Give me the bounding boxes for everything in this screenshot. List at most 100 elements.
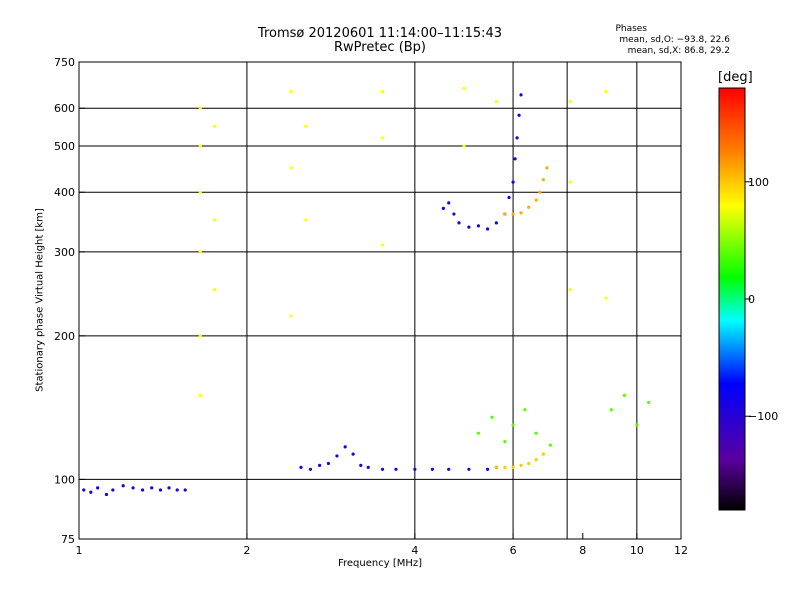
data-point [96,486,100,490]
data-point [430,467,434,471]
data-point [485,227,490,231]
data-point [604,90,608,94]
data-point [503,465,507,469]
data-point [604,296,608,300]
phases-title: Phases [615,24,647,34]
data-point [380,90,385,94]
data-point [380,243,385,247]
data-point [104,492,109,497]
data-point [89,490,93,494]
x-tick-label: 8 [579,544,586,557]
data-point [304,218,308,222]
grid-lines [79,62,681,539]
colorbar-label: [deg] [718,70,753,85]
phases-x-stats: mean, sd,X: 86.8, 29.2 [627,46,730,56]
data-point [527,461,531,466]
data-point [534,458,538,462]
data-point [212,287,217,292]
data-point [490,415,494,419]
data-point [131,486,135,490]
data-point [568,99,572,104]
data-point [538,190,542,194]
data-point [351,452,355,456]
data-point [198,144,202,148]
data-point [335,454,339,458]
data-point [503,212,507,216]
data-point [308,467,313,471]
data-point [511,212,515,216]
data-point [462,144,466,148]
chart-title: Tromsø 20120601 11:14:00–11:15:43 [257,26,503,41]
x-tick-label: 2 [243,544,250,557]
data-point [198,393,202,398]
data-point [289,90,293,94]
data-point [568,180,572,184]
data-point [198,334,202,338]
data-point [158,488,163,492]
data-point [366,465,370,469]
y-tick-label: 300 [54,246,75,259]
data-point [289,166,293,170]
y-tick-label: 600 [54,102,75,115]
data-point [545,166,549,170]
data-point [534,198,538,202]
y-axis-label: Stationary phase Virtual Height [km] [34,208,46,392]
x-tick-label: 4 [411,544,418,557]
data-point [511,180,515,184]
data-point [527,205,531,209]
data-point [111,488,115,492]
data-point [198,190,202,194]
data-point [534,431,538,435]
data-point [304,124,308,128]
data-point [511,423,515,427]
colorbar-tick-label: 0 [748,293,755,306]
x-tick-label: 6 [510,544,517,557]
y-tick-label: 400 [54,186,75,199]
y-tick-label: 200 [54,330,75,343]
data-point [507,195,511,200]
data-point [494,99,498,104]
x-tick-label: 12 [674,544,688,557]
data-point [318,463,322,467]
data-point [198,250,202,254]
data-point [452,212,456,216]
data-point [467,467,471,471]
colorbar-ticks: 100 0 −100 [745,176,778,423]
data-points [82,86,651,497]
data-point [511,465,515,469]
data-point [485,467,490,471]
data-point [519,463,523,467]
phases-o-stats: mean, sd,O: −93.8, 22.6 [619,35,730,45]
data-point [457,221,461,225]
data-point [541,452,545,456]
data-point [447,201,451,205]
data-point [494,465,498,469]
data-point [413,467,417,471]
colorbar-tick-label: −100 [748,410,778,423]
data-point [212,124,217,128]
chart-subtitle: RwPretec (Bp) [333,40,427,55]
data-point [622,393,627,398]
data-point [299,465,303,469]
data-point [150,486,154,490]
data-point [519,93,523,97]
data-point [476,431,481,435]
y-tick-label: 500 [54,140,75,153]
x-tick-label: 1 [76,544,83,557]
data-point [343,445,347,449]
plot-frame [78,61,682,540]
data-point [515,136,519,140]
x-axis-label: Frequency [MHz] [337,558,423,569]
data-point [523,408,527,412]
data-point [447,467,451,471]
data-point [517,113,521,117]
colorbar-tick-label: 100 [748,176,769,189]
data-point [541,178,545,182]
data-point [167,486,171,490]
y-axis-ticks: 75 100 200 300 400 500 600 750 [54,56,85,546]
colorbar [718,87,746,511]
data-point [476,224,481,228]
y-tick-label: 100 [54,473,75,486]
data-point [503,440,507,444]
